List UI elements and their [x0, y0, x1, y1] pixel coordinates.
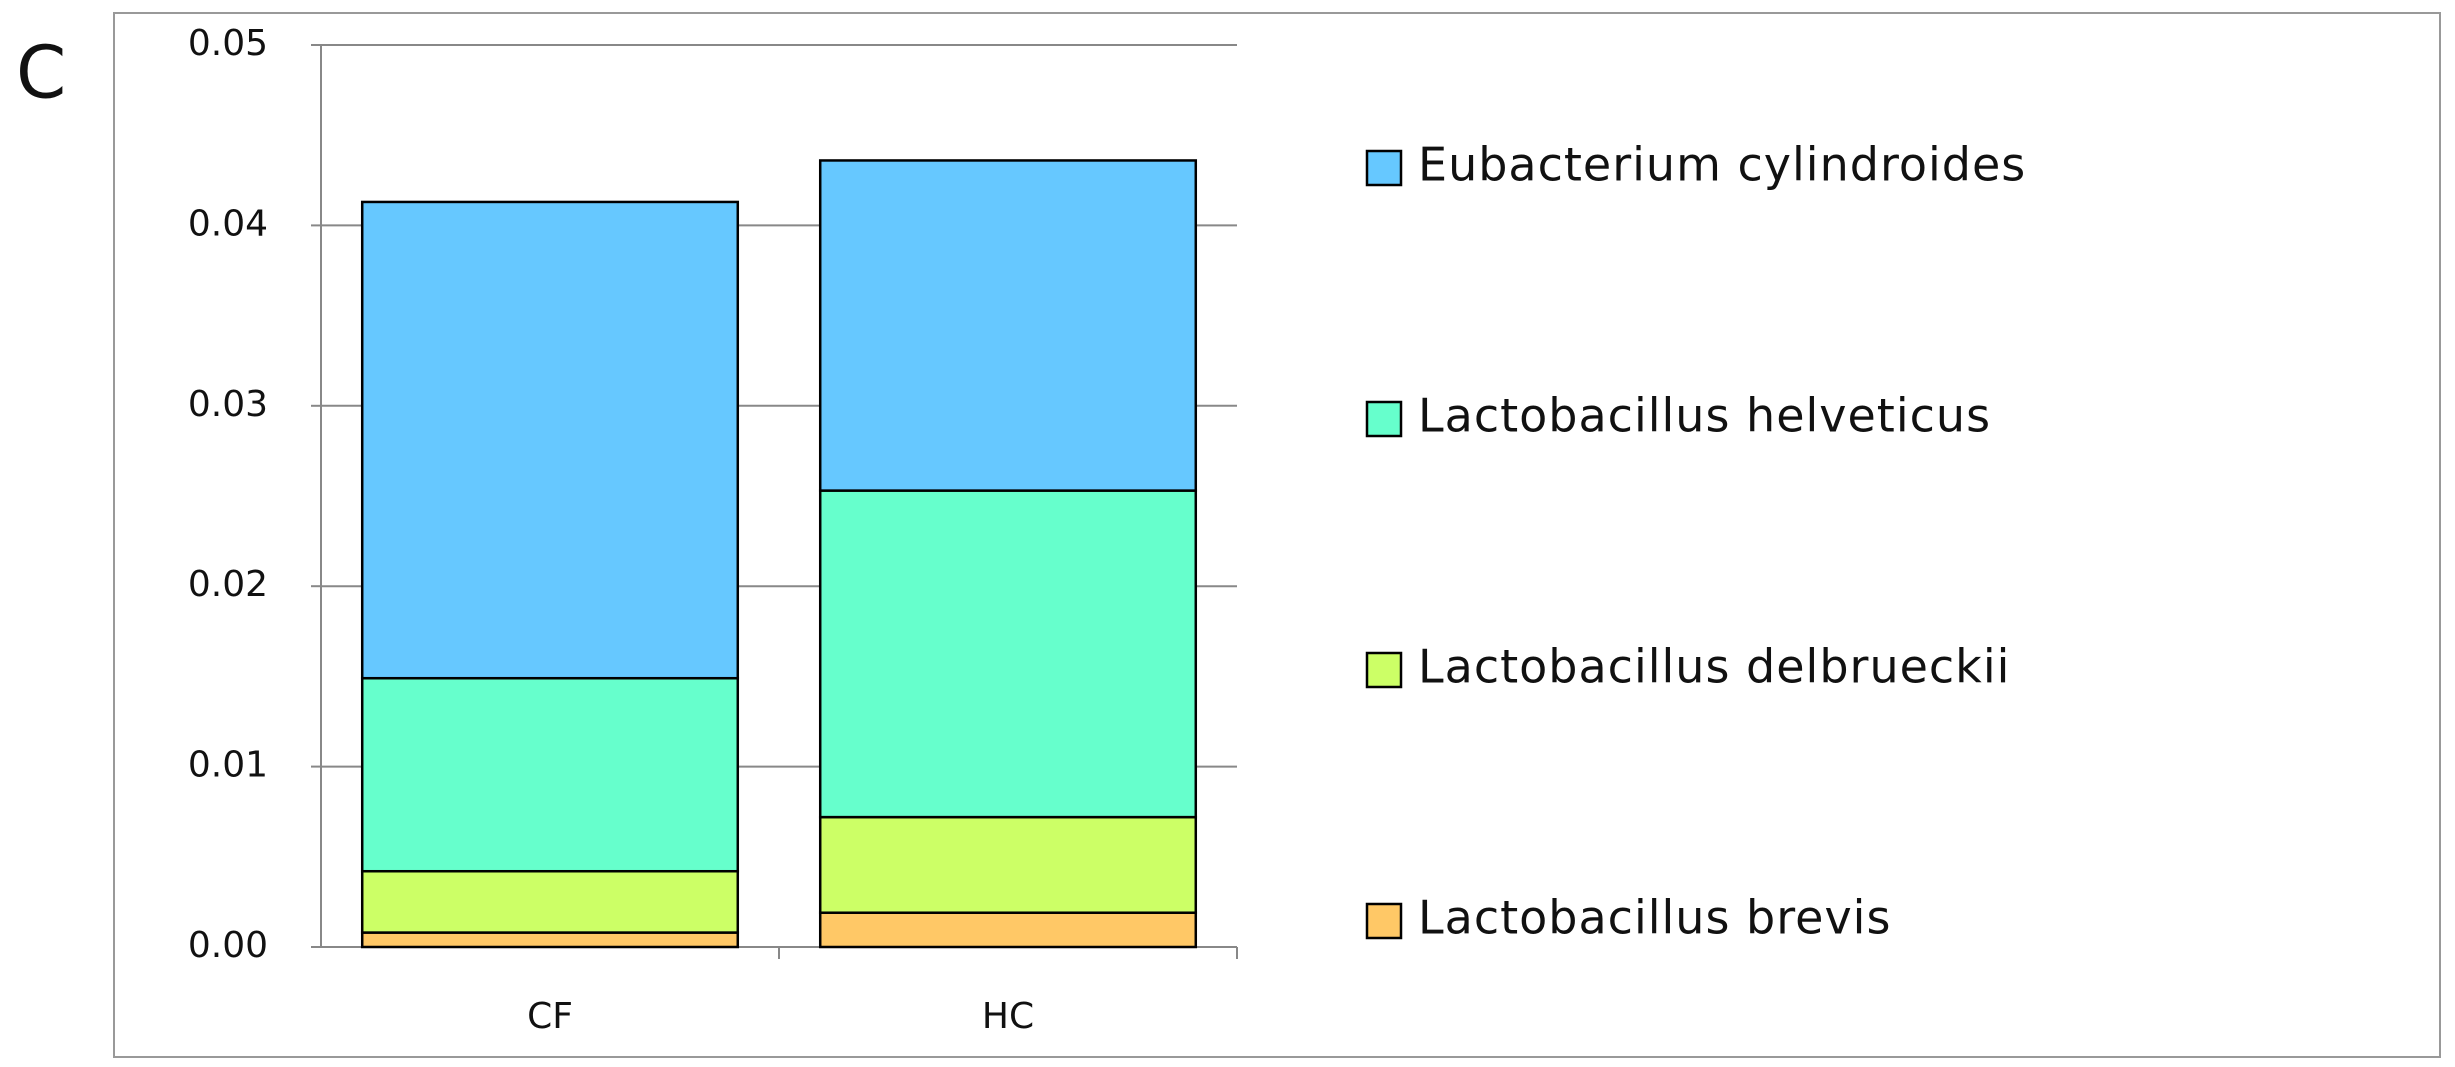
- bar-segment: [360, 200, 740, 680]
- y-tick-label: 0.05: [188, 23, 268, 64]
- bar-segment: [818, 159, 1198, 492]
- bar-segment: [360, 931, 740, 949]
- legend-label: Lactobacillus delbrueckii: [1418, 640, 2010, 694]
- bar-segment: [818, 815, 1198, 914]
- y-tick-label: 0.03: [188, 384, 268, 425]
- y-tick-label: 0.01: [188, 745, 268, 786]
- legend-label: Lactobacillus helveticus: [1418, 389, 1991, 443]
- legend-swatch: [1365, 902, 1403, 940]
- legend-label: Lactobacillus brevis: [1418, 891, 1891, 945]
- bar-segment: [360, 869, 740, 934]
- x-tick-label: HC: [982, 996, 1034, 1037]
- bar-segment: [818, 489, 1198, 819]
- legend-swatch: [1365, 651, 1403, 689]
- x-tick-label: CF: [527, 996, 573, 1037]
- y-tick-label: 0.04: [188, 203, 268, 244]
- y-tick-label: 0.00: [188, 925, 268, 966]
- bar-segment: [360, 676, 740, 873]
- y-tick-label: 0.02: [188, 564, 268, 605]
- bar-segment: [818, 911, 1198, 949]
- panel-label: C: [16, 31, 66, 115]
- legend-swatch: [1365, 400, 1403, 438]
- legend-label: Eubacterium cylindroides: [1418, 138, 2026, 192]
- legend-swatch: [1365, 149, 1403, 187]
